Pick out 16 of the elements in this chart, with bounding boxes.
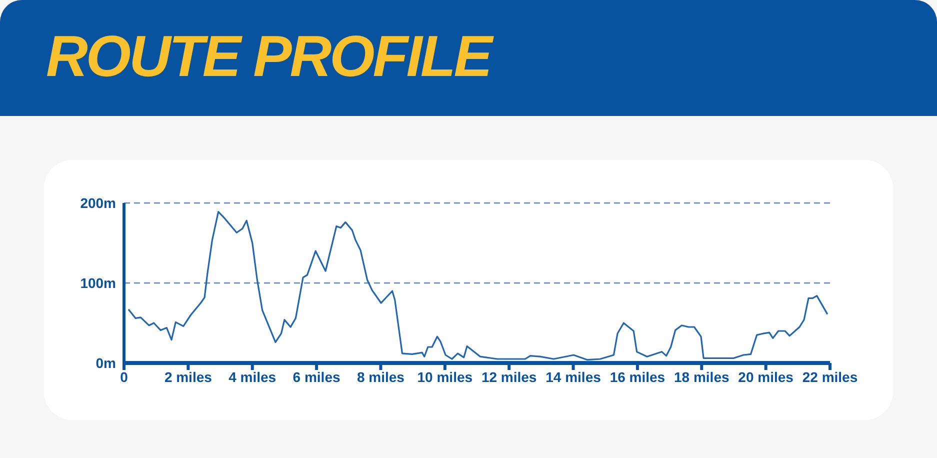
y-tick-label: 100m [80,274,116,291]
line-series [128,211,828,361]
x-tick-label: 10 miles [417,368,473,385]
x-tick-label: 2 miles [164,368,212,385]
x-tick-label: 20 miles [738,368,794,385]
x-tick-label: 16 miles [610,368,666,385]
y-tick-label: 0m [96,354,116,371]
x-tick-label: 18 miles [674,368,730,385]
x-tick-label: 8 miles [356,368,405,385]
x-tick-label: 14 miles [546,368,602,385]
x-tick-label: 22 miles [802,368,858,385]
x-tick-label: 4 miles [228,368,276,385]
y-tick-label: 200m [80,194,116,211]
x-tick-label: 0 [120,368,128,385]
x-tick-label: 12 miles [481,368,537,385]
x-tick-label: 6 miles [292,368,340,385]
